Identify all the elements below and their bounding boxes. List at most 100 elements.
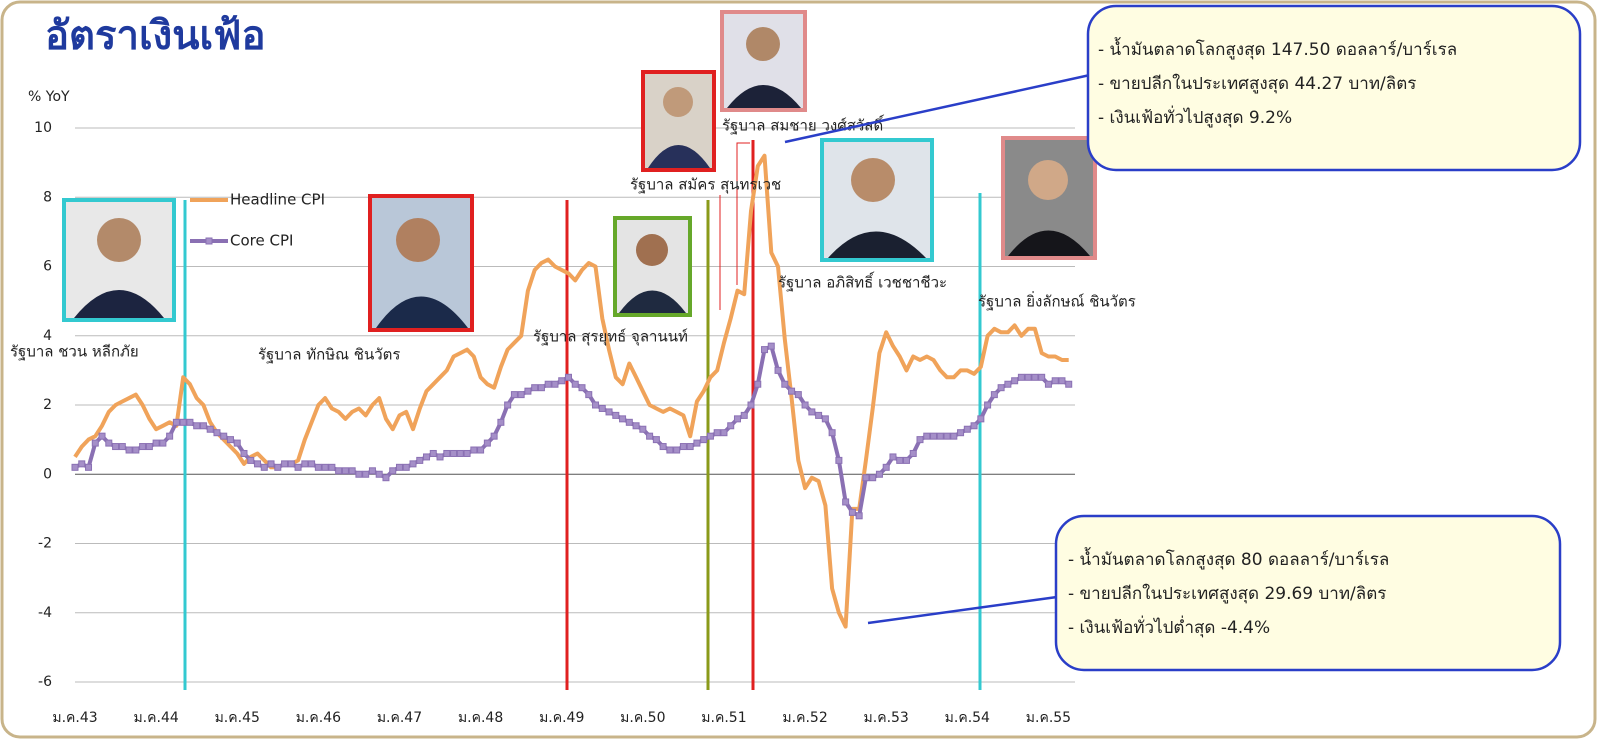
point [957, 429, 965, 437]
annotation: รัฐบาล สมัคร สุนทรเวช [630, 176, 781, 195]
point [254, 460, 262, 468]
point [118, 443, 126, 451]
point [544, 380, 552, 388]
point [199, 422, 207, 430]
point [450, 449, 458, 457]
chart-title: อัตราเงินเฟ้อ [45, 13, 266, 59]
point [348, 467, 356, 475]
y-tick-label: 4 [43, 328, 52, 344]
y-axis-label: % YoY [28, 89, 70, 105]
point [341, 467, 349, 475]
annotation: รัฐบาล อภิสิทธิ์ เวชชาชีวะ [778, 272, 947, 292]
point [308, 460, 316, 468]
point [206, 425, 214, 433]
callout-pointer [867, 595, 1058, 625]
point [997, 384, 1005, 392]
photos [62, 10, 1097, 332]
point [551, 380, 559, 388]
y-tick-label: 0 [43, 466, 52, 482]
point [193, 422, 201, 430]
point [85, 463, 93, 471]
point [950, 432, 958, 440]
y-tick-label: 6 [43, 259, 52, 275]
point [233, 439, 241, 447]
point [923, 432, 931, 440]
point [537, 384, 545, 392]
point [71, 463, 79, 471]
point [132, 446, 140, 454]
point [679, 443, 687, 451]
point [632, 422, 640, 430]
point [686, 443, 694, 451]
point [761, 346, 769, 354]
point [368, 467, 376, 475]
point [781, 380, 789, 388]
point [794, 391, 802, 399]
point [970, 422, 978, 430]
point [747, 401, 755, 409]
point [598, 404, 606, 412]
x-tick-label: ม.ค.51 [701, 710, 746, 726]
point [788, 387, 796, 395]
point [456, 449, 464, 457]
point [1031, 373, 1039, 381]
point [801, 401, 809, 409]
callout-box [1086, 4, 1582, 172]
x-tick-label: ม.ค.55 [1026, 710, 1071, 726]
point [896, 456, 904, 464]
callout-text: - ขายปลีกในประเทศสูงสุด 44.27 บาท/ลิตร [1098, 73, 1416, 94]
point [1004, 380, 1012, 388]
point [409, 460, 417, 468]
x-tick-label: ม.ค.43 [52, 710, 97, 726]
y-tick-label: 2 [43, 397, 52, 413]
point [429, 449, 437, 457]
point [855, 512, 863, 520]
point [646, 432, 654, 440]
point [314, 463, 322, 471]
point [281, 460, 289, 468]
callout-text: - ขายปลีกในประเทศสูงสุด 29.69 บาท/ลิตร [1068, 583, 1386, 604]
point [977, 415, 985, 423]
point [1038, 373, 1046, 381]
point [477, 446, 485, 454]
plot [71, 153, 1073, 629]
point [842, 498, 850, 506]
point [260, 463, 268, 471]
point [619, 415, 627, 423]
point [902, 456, 910, 464]
point [470, 446, 478, 454]
point [240, 449, 248, 457]
point [605, 408, 613, 416]
point [321, 463, 329, 471]
series-line [73, 153, 1069, 629]
point [145, 443, 153, 451]
point [1051, 377, 1059, 385]
point [220, 432, 228, 440]
point [815, 411, 823, 419]
y-tick-label: -2 [38, 536, 52, 552]
point [720, 429, 728, 437]
point [848, 508, 856, 516]
photo [613, 216, 692, 317]
x-tick-label: ม.ค.53 [864, 710, 909, 726]
callout-text: - น้ำมันตลาดโลกสูงสุด 147.50 ดอลลาร์/บาร… [1098, 37, 1457, 60]
x-tick-label: ม.ค.45 [215, 710, 260, 726]
point [226, 436, 234, 444]
point [294, 463, 302, 471]
y-tick-label: -6 [38, 674, 52, 690]
point [673, 446, 681, 454]
point [889, 453, 897, 461]
point [700, 436, 708, 444]
point [706, 432, 714, 440]
point [936, 432, 944, 440]
point [247, 456, 255, 464]
point [1065, 380, 1073, 388]
point [984, 401, 992, 409]
point [659, 443, 667, 451]
annotation: รัฐบาล สุรยุทธ์ จุลานนท์ [533, 328, 688, 347]
x-tick-label: ม.ค.50 [620, 710, 665, 726]
legend-label: Headline CPI [230, 191, 325, 209]
x-tick-label: ม.ค.48 [458, 710, 503, 726]
point [862, 474, 870, 482]
point [172, 418, 180, 426]
